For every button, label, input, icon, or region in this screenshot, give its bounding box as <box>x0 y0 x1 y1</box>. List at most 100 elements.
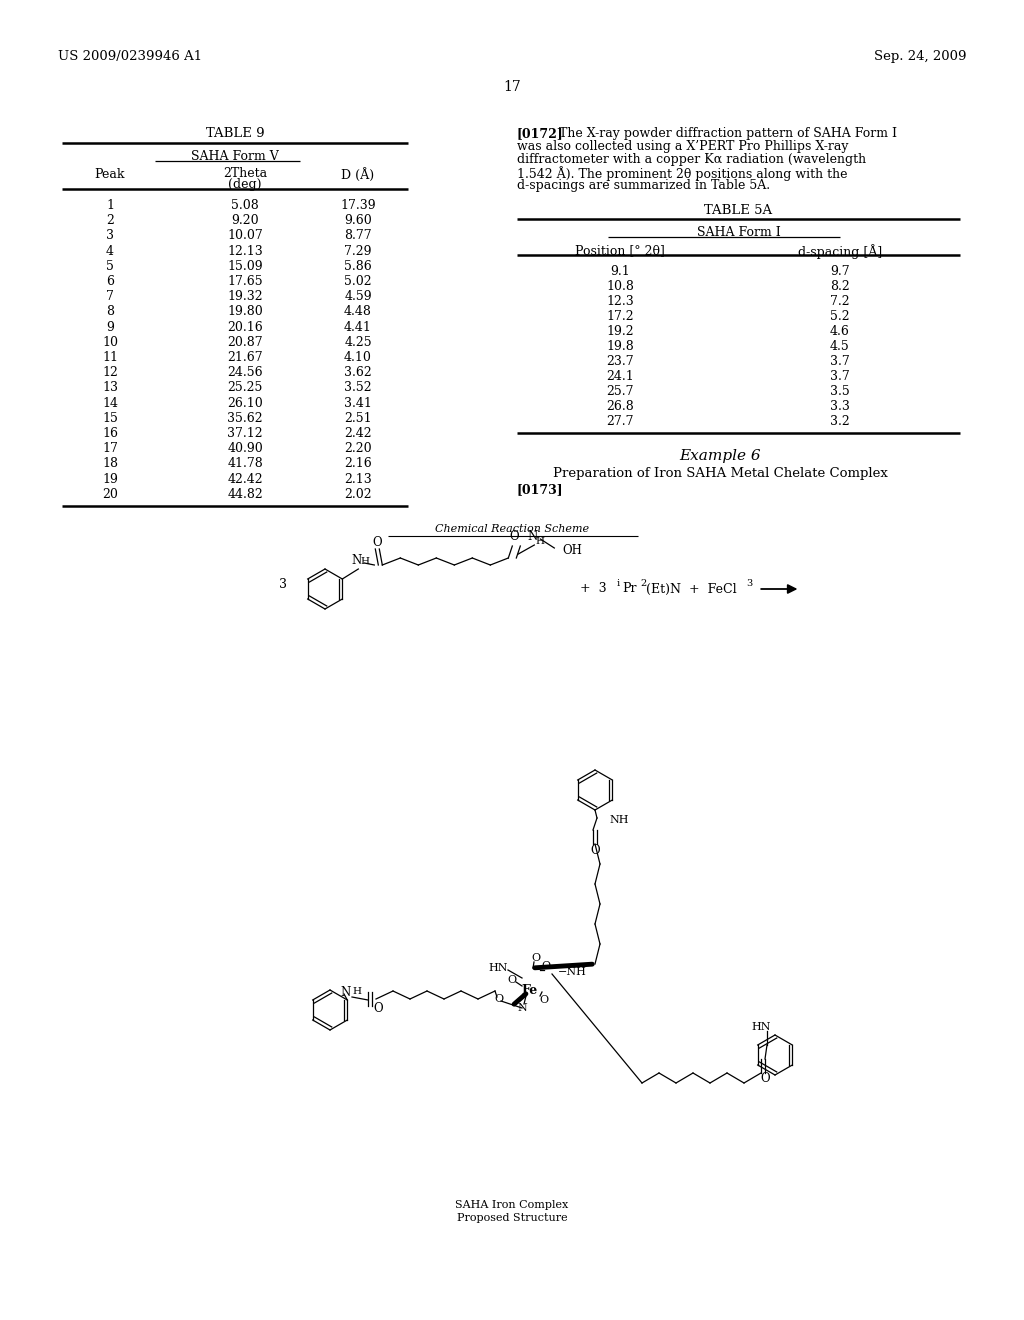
Text: 8: 8 <box>106 305 114 318</box>
Text: O: O <box>373 536 382 549</box>
Text: 1: 1 <box>106 199 114 213</box>
Text: 15.09: 15.09 <box>227 260 263 273</box>
Text: The X-ray powder diffraction pattern of SAHA Form I: The X-ray powder diffraction pattern of … <box>559 127 897 140</box>
Text: 11: 11 <box>102 351 118 364</box>
Text: 2.51: 2.51 <box>344 412 372 425</box>
Text: SAHA Form V: SAHA Form V <box>191 150 279 162</box>
Text: 4.48: 4.48 <box>344 305 372 318</box>
Text: N: N <box>341 986 351 998</box>
Text: [0173]: [0173] <box>517 483 563 496</box>
Text: 9: 9 <box>106 321 114 334</box>
Text: (deg): (deg) <box>228 178 262 191</box>
Text: 4.25: 4.25 <box>344 335 372 348</box>
Text: 20.16: 20.16 <box>227 321 263 334</box>
Text: 23.7: 23.7 <box>606 355 634 368</box>
Text: d-spacing [Å]: d-spacing [Å] <box>798 244 882 259</box>
Text: 2.20: 2.20 <box>344 442 372 455</box>
Text: 9.7: 9.7 <box>830 265 850 279</box>
Text: Proposed Structure: Proposed Structure <box>457 1213 567 1224</box>
Text: D (Å): D (Å) <box>341 168 375 182</box>
Text: Peak: Peak <box>95 168 125 181</box>
Text: 13: 13 <box>102 381 118 395</box>
Text: 4: 4 <box>106 244 114 257</box>
Text: 40.90: 40.90 <box>227 442 263 455</box>
Text: H: H <box>352 987 361 997</box>
Text: 2: 2 <box>640 579 646 589</box>
Text: Chemical Reaction Scheme: Chemical Reaction Scheme <box>435 524 589 535</box>
Text: 9.20: 9.20 <box>231 214 259 227</box>
Text: 3: 3 <box>279 578 287 590</box>
Text: 10.8: 10.8 <box>606 280 634 293</box>
Text: was also collected using a X’PERT Pro Phillips X-ray: was also collected using a X’PERT Pro Ph… <box>517 140 849 153</box>
Text: 41.78: 41.78 <box>227 458 263 470</box>
Text: 26.8: 26.8 <box>606 400 634 413</box>
Text: TABLE 9: TABLE 9 <box>206 127 264 140</box>
Text: 19.2: 19.2 <box>606 325 634 338</box>
Text: 17: 17 <box>102 442 118 455</box>
Text: 19.8: 19.8 <box>606 341 634 352</box>
Text: 18: 18 <box>102 458 118 470</box>
Text: 44.82: 44.82 <box>227 488 263 500</box>
Text: 5: 5 <box>106 260 114 273</box>
Text: 12: 12 <box>102 366 118 379</box>
Text: 3.5: 3.5 <box>830 385 850 399</box>
Text: 17.65: 17.65 <box>227 275 263 288</box>
Text: 4.5: 4.5 <box>830 341 850 352</box>
Text: 3.52: 3.52 <box>344 381 372 395</box>
Text: 17.39: 17.39 <box>340 199 376 213</box>
Text: OH: OH <box>562 544 583 557</box>
Text: Position [° 2θ]: Position [° 2θ] <box>575 244 665 257</box>
Text: 20.87: 20.87 <box>227 335 263 348</box>
Text: i: i <box>616 579 620 589</box>
Text: 2.13: 2.13 <box>344 473 372 486</box>
Text: 5.02: 5.02 <box>344 275 372 288</box>
Text: 2.42: 2.42 <box>344 426 372 440</box>
Text: O: O <box>373 1002 383 1015</box>
Text: +  3: + 3 <box>581 582 615 595</box>
Text: 12.3: 12.3 <box>606 294 634 308</box>
Text: H: H <box>536 537 545 546</box>
Text: 21.67: 21.67 <box>227 351 263 364</box>
Text: 17.2: 17.2 <box>606 310 634 323</box>
Text: 1.542 Å). The prominent 2θ positions along with the: 1.542 Å). The prominent 2θ positions alo… <box>517 166 848 181</box>
Text: 19.32: 19.32 <box>227 290 263 304</box>
Text: 7.29: 7.29 <box>344 244 372 257</box>
Text: 14: 14 <box>102 396 118 409</box>
Text: 9.60: 9.60 <box>344 214 372 227</box>
Text: N: N <box>351 553 361 566</box>
Text: 5.86: 5.86 <box>344 260 372 273</box>
Text: 10: 10 <box>102 335 118 348</box>
Text: O: O <box>510 529 519 543</box>
Text: (Et)N  +  FeCl: (Et)N + FeCl <box>646 582 737 595</box>
Text: 15: 15 <box>102 412 118 425</box>
Text: 42.42: 42.42 <box>227 473 263 486</box>
Text: O: O <box>590 843 600 857</box>
Text: 4.41: 4.41 <box>344 321 372 334</box>
Text: 16: 16 <box>102 426 118 440</box>
Text: 3.2: 3.2 <box>830 414 850 428</box>
Text: 7: 7 <box>106 290 114 304</box>
Text: N: N <box>527 531 538 544</box>
Text: 2Theta: 2Theta <box>223 168 267 180</box>
Text: Example 6: Example 6 <box>679 449 761 463</box>
Text: Preparation of Iron SAHA Metal Chelate Complex: Preparation of Iron SAHA Metal Chelate C… <box>553 467 888 480</box>
Text: 27.7: 27.7 <box>606 414 634 428</box>
Text: 7.2: 7.2 <box>830 294 850 308</box>
Text: 12.13: 12.13 <box>227 244 263 257</box>
Text: O: O <box>531 953 541 964</box>
Text: 6: 6 <box>106 275 114 288</box>
Text: 2.02: 2.02 <box>344 488 372 500</box>
Text: 9.1: 9.1 <box>610 265 630 279</box>
Text: 3: 3 <box>106 230 114 243</box>
Text: 3: 3 <box>746 579 753 589</box>
Text: H: H <box>360 557 370 565</box>
Text: Pr: Pr <box>623 582 637 595</box>
Text: 5.08: 5.08 <box>231 199 259 213</box>
Text: O: O <box>760 1072 770 1085</box>
Text: 24.56: 24.56 <box>227 366 263 379</box>
Text: −NH: −NH <box>558 968 587 977</box>
Text: 2.16: 2.16 <box>344 458 372 470</box>
Text: 3.7: 3.7 <box>830 355 850 368</box>
Text: NH: NH <box>609 814 629 825</box>
Text: 8.2: 8.2 <box>830 280 850 293</box>
